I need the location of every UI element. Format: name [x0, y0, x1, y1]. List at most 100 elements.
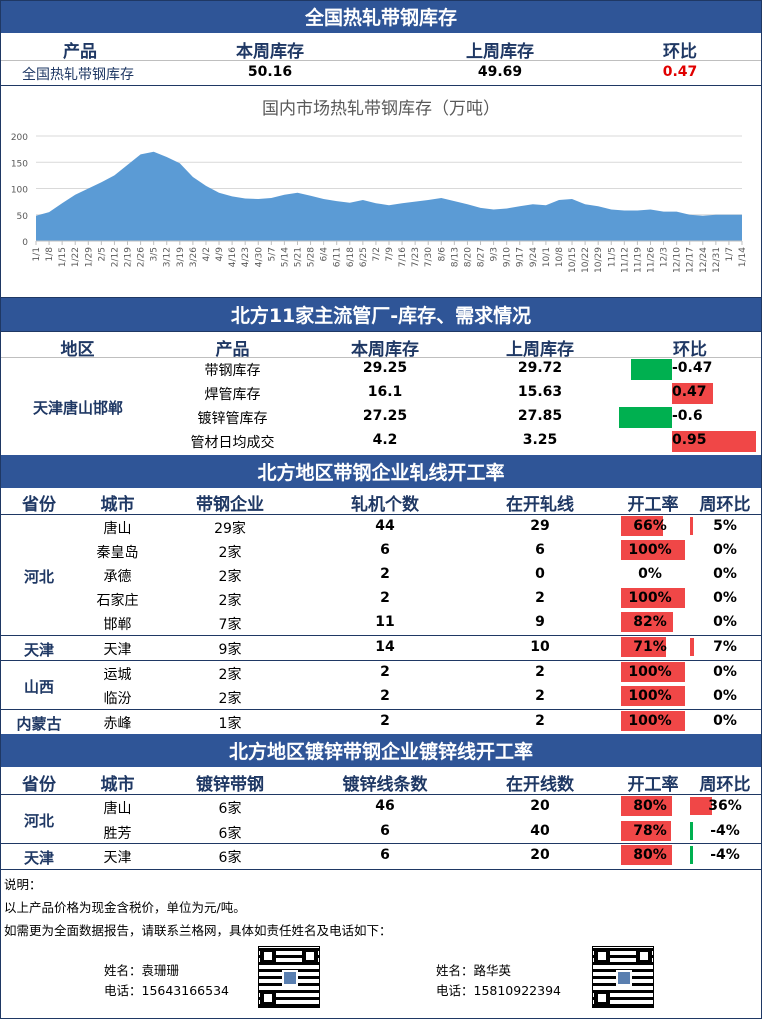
rate-bar [621, 516, 664, 536]
col-header-rate: 开工率 [627, 775, 679, 795]
rate-bar [621, 711, 685, 731]
x-tick-label: 2/12 [110, 247, 120, 267]
city-name: 唐山 [103, 801, 132, 817]
x-tick-label: 1/15 [58, 247, 68, 267]
col-header-mills: 轧机个数 [351, 495, 419, 515]
x-tick-label: 7/30 [424, 247, 434, 267]
this-week-value: 27.25 [362, 408, 408, 424]
open-lines-count: 10 [530, 639, 550, 655]
province-label: 河北 [23, 812, 54, 830]
wow-value: 0% [713, 542, 737, 558]
open-lines-count: 2 [535, 688, 545, 704]
rate-value: 80% [633, 798, 667, 814]
col-header-firms: 带钢企业 [196, 495, 264, 515]
open-lines-count: 0 [535, 566, 545, 582]
x-tick-label: 10/22 [581, 247, 591, 273]
open-lines-count: 20 [530, 847, 550, 863]
last-week-value: 49.69 [477, 64, 523, 80]
inventory-area [36, 151, 742, 241]
contact2-phone: 电话：15810922394 [436, 983, 561, 998]
col-header-wow: 周环比 [699, 775, 751, 795]
province-label: 天津 [23, 641, 54, 659]
x-tick-label: 8/20 [463, 247, 473, 267]
x-tick-label: 7/9 [385, 247, 395, 262]
region-label: 天津唐山邯郸 [32, 399, 123, 417]
city-name: 秦皇岛 [96, 545, 139, 561]
rate-value: 71% [633, 639, 667, 655]
section-title-national-inventory: 全国热轧带钢库存 [0, 0, 762, 33]
galv-line-count: 46 [375, 798, 395, 814]
firm-count: 29家 [214, 521, 246, 537]
col-header-change: 环比 [673, 340, 707, 360]
province-label: 河北 [23, 568, 54, 586]
x-tick-label: 1/29 [84, 247, 94, 267]
col-header-city: 城市 [100, 775, 135, 795]
y-tick-label: 100 [11, 186, 28, 196]
y-tick-label: 150 [11, 159, 28, 169]
mill-count: 2 [380, 664, 390, 680]
qr-code-2 [592, 946, 654, 1008]
contact1-name: 姓名：袁珊珊 [104, 963, 180, 978]
rate-bar [621, 662, 685, 682]
x-tick-label: 2/26 [137, 247, 147, 267]
rate-value: 82% [633, 614, 667, 630]
change-value: -0.47 [672, 360, 713, 376]
product-name: 全国热轧带钢库存 [22, 67, 134, 83]
rate-bar [621, 637, 667, 657]
col-header-last-week: 上周库存 [506, 340, 574, 360]
change-bar [672, 431, 756, 452]
y-tick-label: 0 [22, 238, 28, 248]
x-tick-label: 1/1 [32, 247, 42, 261]
city-name: 承德 [103, 569, 132, 585]
x-tick-label: 8/13 [450, 247, 460, 267]
wow-value: 0% [713, 614, 737, 630]
change-bar [619, 407, 672, 428]
open-lines-count: 6 [535, 542, 545, 558]
x-tick-label: 10/1 [542, 247, 552, 267]
x-tick-label: 4/2 [202, 247, 212, 261]
change-value: 0.47 [672, 384, 707, 400]
last-week-value: 15.63 [517, 384, 563, 400]
x-tick-label: 7/16 [398, 247, 408, 267]
rate-value: 100% [628, 542, 672, 558]
note-price-unit: 以上产品价格为现金含税价，单位为元/吨。 [4, 900, 246, 915]
x-tick-label: 12/3 [660, 247, 670, 267]
city-name: 石家庄 [96, 593, 139, 609]
wow-bar [690, 822, 693, 840]
x-tick-label: 11/5 [607, 247, 617, 267]
col-header-change: 环比 [663, 42, 697, 62]
row-divider [0, 660, 762, 661]
change-bar [630, 359, 672, 380]
province-label: 天津 [23, 849, 54, 867]
x-tick-label: 9/3 [490, 247, 500, 261]
rate-bar [621, 821, 671, 841]
x-tick-label: 6/4 [320, 247, 330, 262]
col-header-province: 省份 [22, 775, 56, 795]
x-tick-label: 4/23 [241, 247, 251, 267]
x-tick-label: 5/21 [293, 247, 303, 267]
x-tick-label: 11/12 [620, 247, 630, 273]
x-tick-label: 12/10 [673, 247, 683, 273]
col-header-galv-lines: 镀锌线条数 [342, 775, 428, 795]
x-tick-label: 5/7 [267, 247, 277, 261]
last-week-value: 27.85 [517, 408, 563, 424]
col-header-region: 地区 [60, 340, 95, 360]
y-tick-label: 200 [11, 133, 28, 143]
wow-bar [690, 846, 693, 864]
x-tick-label: 3/12 [163, 247, 173, 267]
col-header-wow: 周环比 [699, 495, 751, 515]
rate-bar [621, 686, 685, 706]
x-tick-label: 7/2 [372, 247, 382, 261]
product-name: 管材日均成交 [190, 435, 275, 451]
province-label: 内蒙古 [16, 715, 62, 733]
open-lines-count: 40 [530, 823, 550, 839]
rate-value: 0% [638, 566, 662, 582]
x-tick-label: 5/14 [280, 247, 290, 267]
city-name: 运城 [103, 667, 132, 683]
x-tick-label: 6/18 [346, 247, 356, 267]
col-header-galv-firms: 镀锌带钢 [196, 775, 264, 795]
open-lines-count: 9 [535, 614, 545, 630]
firm-count: 2家 [218, 691, 242, 707]
firm-count: 7家 [218, 617, 242, 633]
rate-value: 100% [628, 688, 672, 704]
